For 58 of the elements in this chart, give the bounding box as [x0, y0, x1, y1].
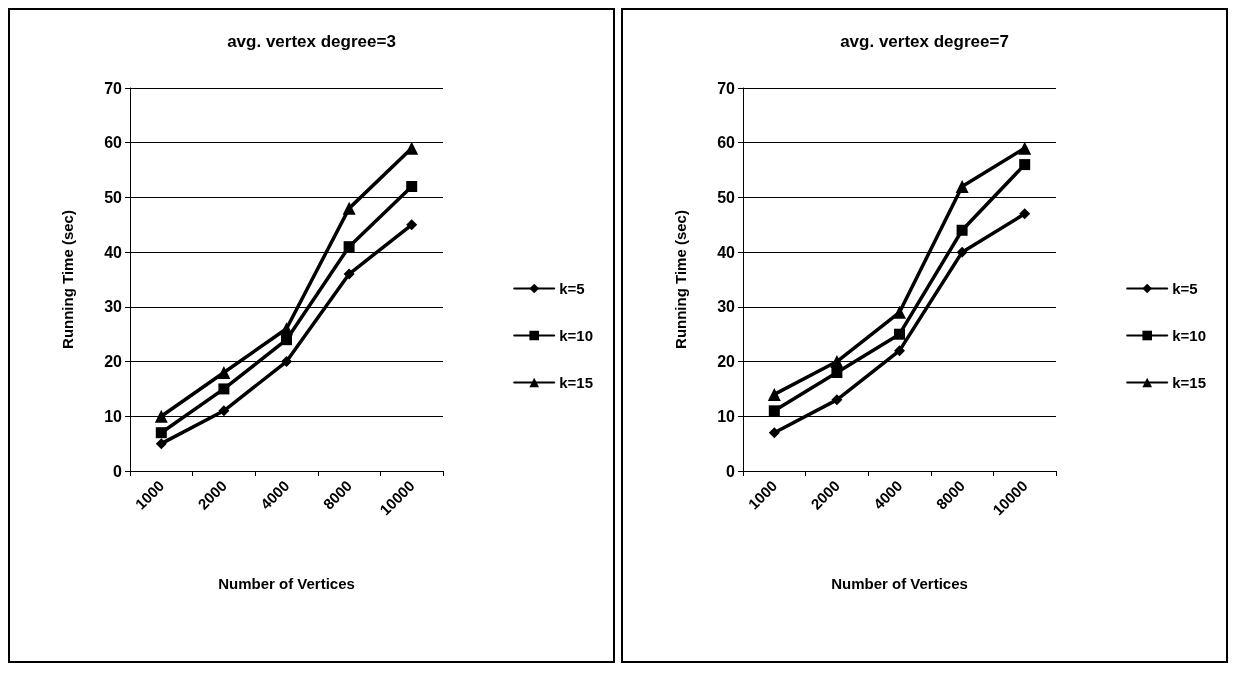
- point: [405, 141, 419, 155]
- chart-title: avg. vertex degree=7: [840, 32, 1009, 51]
- legend-label: k=10: [559, 327, 594, 344]
- point: [768, 405, 780, 417]
- y-axis-title: Running Time (sec): [672, 210, 689, 349]
- y-tick-label: 10: [717, 407, 736, 425]
- y-tick-label: 20: [104, 353, 123, 371]
- point: [955, 179, 969, 193]
- point: [343, 268, 355, 280]
- legend-label: k=15: [1172, 374, 1207, 391]
- point: [1018, 141, 1032, 155]
- y-tick-label: 40: [104, 243, 123, 261]
- chart-title: avg. vertex degree=3: [227, 32, 396, 51]
- point: [218, 405, 230, 417]
- point: [343, 241, 355, 253]
- point: [1019, 159, 1031, 171]
- x-axis-title: Number of Vertices: [831, 575, 968, 592]
- y-tick-label: 60: [104, 134, 123, 152]
- point: [281, 334, 292, 346]
- point: [1019, 208, 1031, 220]
- point: [155, 438, 167, 450]
- point: [768, 427, 780, 439]
- legend-label: k=10: [1172, 327, 1207, 344]
- point: [956, 246, 968, 258]
- point: [406, 180, 418, 192]
- point: [406, 219, 418, 231]
- point: [831, 394, 843, 406]
- y-tick-label: 50: [717, 188, 736, 206]
- y-tick-label: 0: [113, 462, 123, 480]
- point: [217, 366, 231, 380]
- y-tick-label: 20: [717, 353, 736, 371]
- point: [281, 356, 292, 368]
- y-tick-label: 70: [717, 79, 736, 97]
- y-tick-label: 10: [104, 407, 123, 425]
- point: [893, 305, 906, 319]
- point: [154, 409, 168, 423]
- y-tick-label: 50: [104, 188, 123, 206]
- point: [155, 427, 167, 439]
- point: [894, 345, 905, 357]
- point: [767, 387, 781, 401]
- y-tick-label: 30: [717, 298, 736, 316]
- y-tick-label: 60: [717, 134, 736, 152]
- point: [280, 322, 293, 336]
- y-tick-label: 0: [726, 462, 736, 480]
- point: [218, 383, 230, 395]
- point: [342, 201, 356, 215]
- point: [831, 367, 843, 379]
- legend-label: k=15: [559, 374, 594, 391]
- point: [894, 328, 905, 340]
- y-tick-label: 70: [104, 79, 123, 97]
- legend-label: k=5: [559, 280, 585, 297]
- y-axis-title: Running Time (sec): [59, 210, 76, 349]
- legend-label: k=5: [1172, 280, 1198, 297]
- point: [830, 355, 844, 369]
- point: [956, 224, 968, 236]
- y-tick-label: 30: [104, 298, 123, 316]
- y-tick-label: 40: [717, 243, 736, 261]
- x-axis-title: Number of Vertices: [218, 575, 355, 592]
